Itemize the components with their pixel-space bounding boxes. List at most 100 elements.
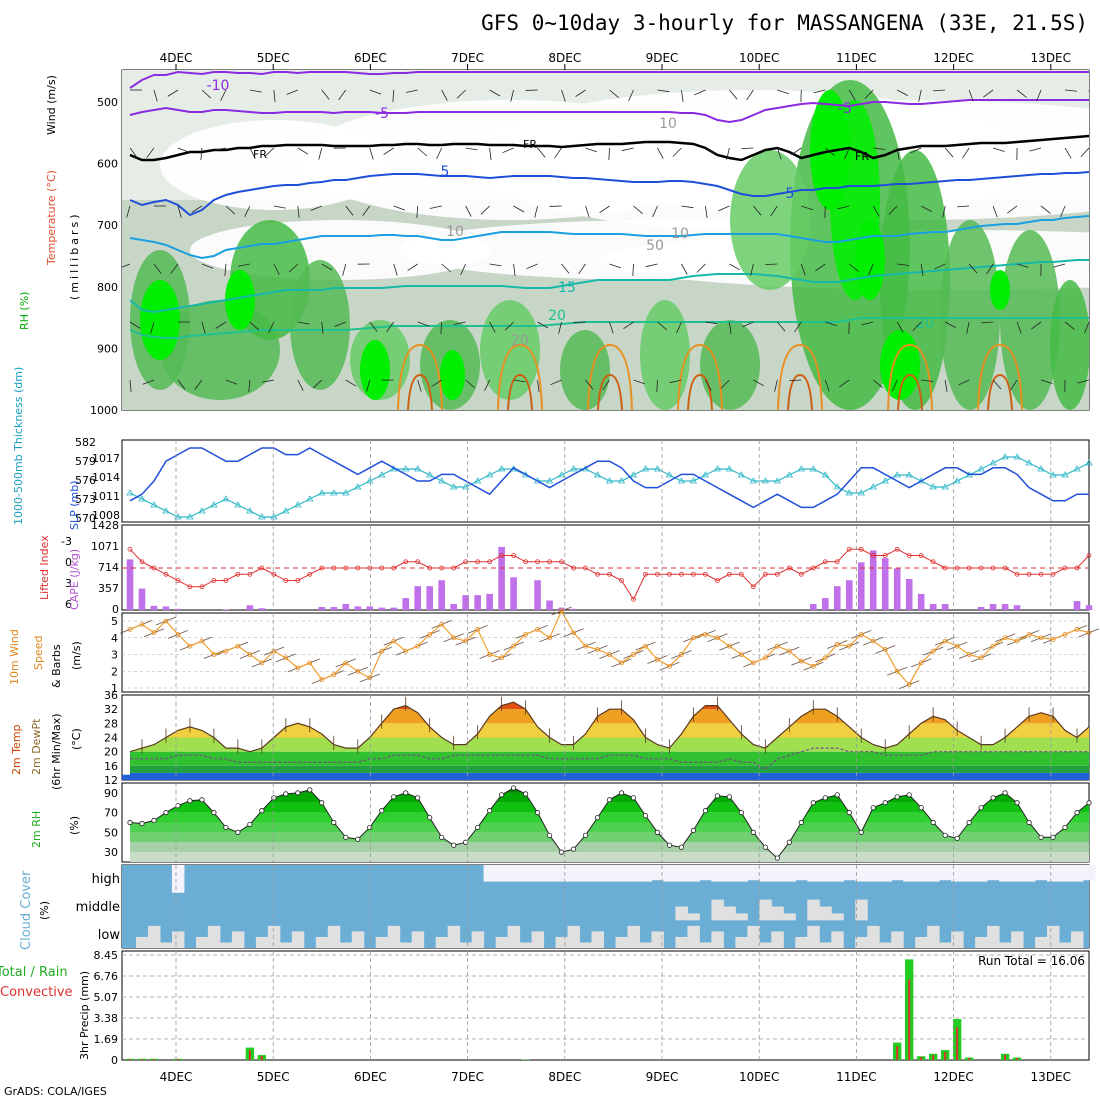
wind-barb xyxy=(297,205,300,218)
cloud-high-cell xyxy=(711,865,724,881)
wind-barb xyxy=(273,263,280,275)
wind-barb xyxy=(550,379,562,386)
li-point xyxy=(750,584,756,590)
thickness-point xyxy=(306,495,314,502)
wind-barb xyxy=(1084,321,1089,334)
li-point xyxy=(595,571,600,577)
cape-bar xyxy=(390,607,398,610)
cloud-low-cell xyxy=(327,925,341,948)
cloud-high-cell xyxy=(975,865,988,881)
wind-barb xyxy=(554,147,562,159)
wind-speed-point xyxy=(655,657,660,662)
li-point xyxy=(235,571,241,577)
li-point xyxy=(535,559,540,565)
cape-bar xyxy=(857,562,865,610)
wind-speed-point xyxy=(667,663,672,669)
cloud-low-cell xyxy=(135,936,149,948)
cape-bar xyxy=(893,568,901,610)
cloud-high-cell xyxy=(1047,865,1060,881)
cape-bar xyxy=(833,586,841,610)
wind-barb xyxy=(489,263,502,267)
li-point xyxy=(894,546,900,552)
temp-band xyxy=(130,702,1089,710)
cloud-low-cell xyxy=(375,936,389,948)
rh-point xyxy=(582,832,589,838)
rh-tick: 90 xyxy=(104,787,118,800)
cloud-low-cell xyxy=(1011,931,1024,948)
cloud-high-cell xyxy=(855,865,868,881)
wind-speed-point xyxy=(283,655,289,661)
rh-band xyxy=(130,822,1089,833)
temp-tick: 28 xyxy=(104,717,118,730)
wind-speed-point xyxy=(691,635,696,641)
thickness-point xyxy=(186,513,194,520)
thickness-point xyxy=(569,465,578,472)
li-tick: 3 xyxy=(65,577,72,590)
cloud-high-cell xyxy=(735,865,748,881)
cloud-low-cell xyxy=(591,931,605,948)
thickness-point xyxy=(1001,453,1009,460)
li-point xyxy=(127,546,133,552)
wind-barb xyxy=(362,205,371,216)
wind-barb xyxy=(657,89,670,93)
cloud-high-cell xyxy=(771,865,784,881)
precip-conv-bar xyxy=(908,979,911,1060)
li-point xyxy=(367,565,373,571)
contour-label: 10 xyxy=(671,226,689,242)
precip-conv-bar xyxy=(152,1059,155,1060)
wind-barb xyxy=(153,89,158,102)
wind-barb xyxy=(1029,147,1042,152)
thickness-point xyxy=(162,507,170,514)
li-point xyxy=(307,571,313,577)
wind-barb xyxy=(177,147,190,153)
cloud-mid-cell xyxy=(723,906,736,921)
cloud-mid-cell xyxy=(771,906,784,921)
precip-panel: 8.45 6.76 5.07 3.38 1.69 0 Run Total = 16.06 xyxy=(94,949,1089,1067)
wind-barb xyxy=(297,147,309,155)
wind-units: (m/s) xyxy=(70,641,83,670)
wind-barb xyxy=(746,89,754,101)
bottom-date-label: 5DEC xyxy=(257,1070,290,1084)
li-point xyxy=(846,546,852,552)
wind-barb xyxy=(599,205,610,214)
rh-point xyxy=(1074,810,1080,816)
slp-tick: 1011 xyxy=(92,490,120,503)
thickness-point xyxy=(857,489,865,496)
li-point xyxy=(942,565,948,571)
wind-speed-point xyxy=(714,635,720,641)
cloud-high-cell xyxy=(819,865,832,881)
wind-speed-point xyxy=(1050,637,1056,642)
precip-tick: 0 xyxy=(111,1054,118,1067)
wind-speed-point xyxy=(978,655,984,661)
saturated-area xyxy=(855,220,885,300)
slp-label: SLP (mb) xyxy=(68,480,81,530)
rh-point xyxy=(499,792,505,798)
thickness-point xyxy=(785,471,794,478)
wind-frame xyxy=(121,612,1090,693)
rh-point xyxy=(726,794,732,800)
li-point xyxy=(607,571,612,577)
wind-speed-point xyxy=(643,643,648,649)
wind-barb xyxy=(656,379,658,393)
thickness-point xyxy=(989,459,997,466)
li-point xyxy=(990,565,996,571)
wind-barb xyxy=(801,205,813,211)
saturated-area xyxy=(440,350,465,400)
cloud-high-cell xyxy=(591,865,605,881)
thickness-point xyxy=(905,471,913,478)
wind-barb xyxy=(633,379,645,385)
cloud-high-cell xyxy=(747,865,760,881)
temp-contour-25 xyxy=(397,343,443,410)
contour-label: 20 xyxy=(916,316,934,332)
wind-barb xyxy=(441,89,448,101)
thickness-point xyxy=(941,483,949,490)
wind-barb xyxy=(726,147,730,160)
cape-bar xyxy=(258,608,266,610)
wind-barb xyxy=(992,205,998,218)
wind-barb xyxy=(585,379,594,390)
wind-barb xyxy=(897,263,910,266)
temp-tick: 36 xyxy=(104,689,118,702)
cloud-low-cell xyxy=(1071,931,1084,948)
contour-label: FR xyxy=(253,148,267,161)
rh-point xyxy=(415,795,421,801)
